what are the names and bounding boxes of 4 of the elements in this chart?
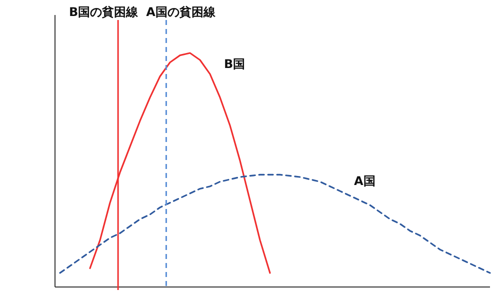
series-label: B国 [224, 57, 246, 72]
series-label: A国 [354, 174, 376, 188]
text: B国の貧困線 [68, 5, 138, 19]
text: A国の貧困線 [146, 5, 216, 19]
